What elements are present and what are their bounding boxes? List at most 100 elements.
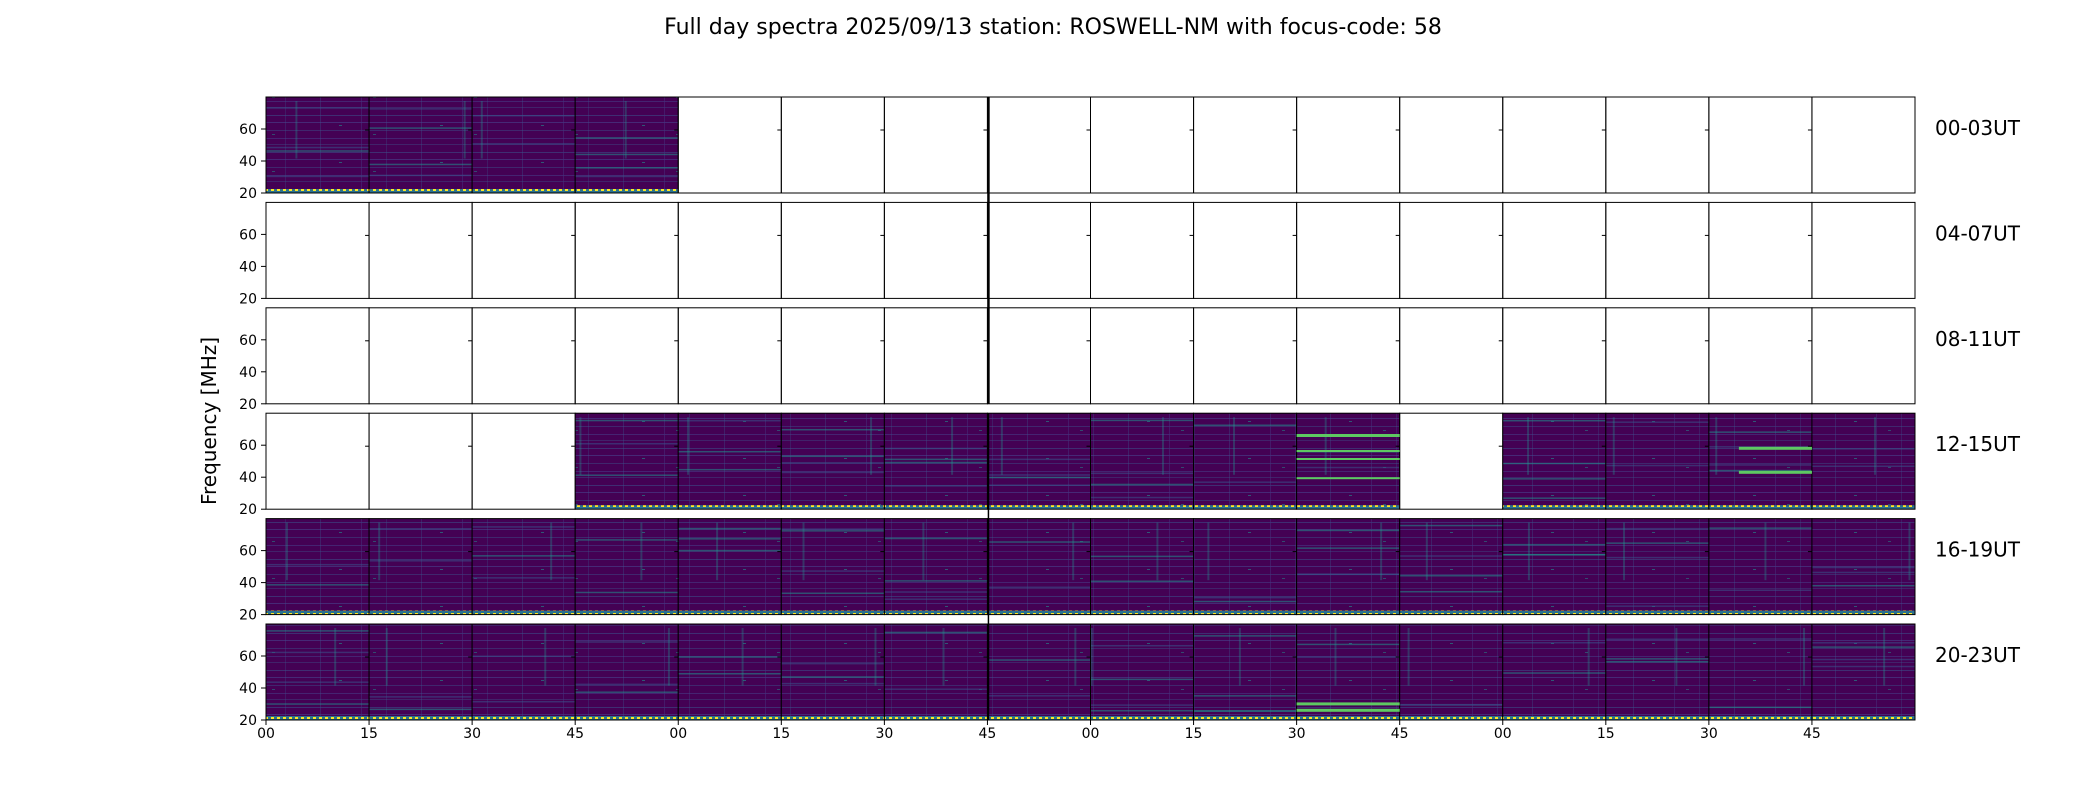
spectrum-band	[1811, 646, 1915, 648]
spectrum-band	[369, 527, 473, 530]
calibration-strip	[472, 716, 576, 720]
spectrum-panel	[369, 624, 473, 720]
spectrum-band	[1502, 672, 1606, 674]
spectrum-panel-frame	[265, 201, 370, 299]
spectrum-band	[1708, 706, 1812, 709]
calibration-strip	[1296, 716, 1400, 720]
spectrum-panel	[1708, 518, 1812, 615]
spectrum-panel	[266, 624, 370, 720]
spectrum-band	[369, 708, 473, 711]
spectrum-band	[1708, 527, 1812, 529]
spectrum-burst	[624, 101, 627, 159]
spectrum-band-bright	[1296, 702, 1400, 706]
spectrum-panel	[472, 518, 576, 615]
spectra-row: 20 40 60 12-15UT	[239, 412, 2021, 518]
spectrum-burst	[550, 522, 553, 581]
y-tick-label: 20	[239, 397, 257, 413]
calibration-strip	[472, 189, 576, 193]
spectrum-band	[884, 631, 988, 634]
spectrum-band	[1399, 524, 1503, 527]
spectrum-band	[1399, 575, 1503, 577]
spectra-row: 20 40 60 20-23UT 00 15 30 45 00 15 30 45 00 15 30 45 00 1…	[239, 623, 2021, 742]
spectrum-band	[1502, 462, 1606, 465]
calibration-strip	[884, 610, 988, 615]
spectrum-band	[781, 592, 885, 595]
spectrum-band	[884, 580, 988, 582]
spectrum-panel-frame	[1811, 412, 1916, 510]
spectrum-band	[1296, 643, 1400, 646]
spectrum-band	[1193, 424, 1297, 427]
spectrum-band	[987, 474, 1091, 476]
spectrum-burst	[1587, 628, 1590, 686]
spectrum-band	[1296, 656, 1400, 658]
spectrum-band	[1502, 554, 1606, 556]
spectrum-panel	[884, 624, 988, 720]
x-tick-label: 00	[257, 726, 275, 742]
spectrum-panel-frame	[986, 201, 1091, 299]
calibration-strip	[1296, 610, 1400, 615]
spectrum-panel	[781, 413, 885, 510]
calibration-strip	[1502, 716, 1606, 720]
spectrum-band	[472, 655, 576, 657]
x-tick-label: 30	[1700, 726, 1718, 742]
spectrum-panel-frame	[986, 307, 1091, 405]
spectrum-band-bright	[1738, 470, 1812, 474]
spectrum-band	[575, 443, 679, 445]
spectrum-band	[1090, 678, 1194, 681]
spectrum-band	[1502, 497, 1606, 499]
spectrum-band	[987, 659, 1091, 661]
calibration-strip	[678, 610, 782, 615]
spectrum-panel-frame	[1399, 201, 1504, 299]
spectrum-band	[781, 528, 885, 530]
spectrum-panel-frame	[1811, 307, 1916, 405]
spectrum-panel-frame	[471, 307, 576, 405]
spectrum-band	[1090, 419, 1194, 422]
spectrum-band	[472, 555, 576, 557]
calibration-strip	[781, 505, 885, 510]
spectrum-band	[1193, 635, 1297, 637]
spectrum-band	[987, 695, 1091, 697]
spectrum-band	[1811, 642, 1915, 644]
spectrum-panel	[1605, 518, 1709, 615]
spectrum-burst	[1883, 628, 1886, 686]
spectrum-band	[575, 474, 679, 476]
spectrum-burst	[1425, 522, 1428, 581]
spectrum-burst	[579, 417, 582, 475]
calibration-strip	[575, 716, 679, 720]
spectrum-band	[1708, 638, 1812, 640]
spectrum-panel-frame	[1811, 201, 1916, 299]
spectrum-band	[678, 527, 782, 530]
spectrum-band	[1502, 543, 1606, 546]
spectrum-panel-frame	[368, 201, 473, 299]
spectrum-burst	[1623, 522, 1626, 581]
spectrum-panel-frame	[1090, 201, 1195, 299]
spectrum-burst	[1207, 522, 1210, 581]
x-tick-label: 30	[1288, 726, 1306, 742]
spectrum-band	[575, 683, 679, 686]
spectrum-band	[369, 127, 473, 129]
calibration-strip	[1399, 610, 1503, 615]
spectrum-panel	[1811, 518, 1915, 615]
calibration-strip	[1708, 716, 1812, 720]
spectrum-panel	[1090, 413, 1194, 510]
spectrum-band	[266, 703, 370, 705]
spectrum-band	[884, 598, 988, 600]
y-tick-label: 60	[239, 649, 257, 665]
spectrum-panel-frame	[1811, 623, 1916, 721]
row-label: 08-11UT	[1935, 327, 2021, 351]
spectra-row: 20 40 60 04-07UT	[239, 201, 2021, 307]
spectrum-band	[266, 563, 370, 566]
y-tick-label: 40	[239, 681, 257, 697]
spectrum-panel	[369, 518, 473, 615]
spectrum-band	[678, 450, 782, 453]
x-tick-label: 15	[772, 726, 790, 742]
spectrum-panel-frame	[1193, 96, 1298, 194]
y-tick-label: 60	[239, 122, 257, 138]
spectrum-burst	[687, 417, 690, 475]
y-tick-label: 20	[239, 291, 257, 307]
row-label: 00-03UT	[1935, 116, 2021, 140]
calibration-strip	[987, 610, 1091, 615]
spectrum-band	[369, 163, 473, 166]
spectrum-burst	[1072, 522, 1075, 581]
